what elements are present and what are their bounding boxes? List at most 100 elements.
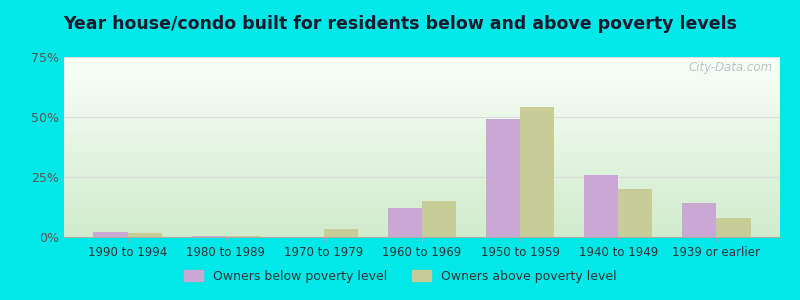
Bar <box>324 229 358 237</box>
Legend: Owners below poverty level, Owners above poverty level: Owners below poverty level, Owners above… <box>179 265 621 288</box>
Bar <box>64 208 780 210</box>
Bar <box>64 127 780 129</box>
Bar <box>64 152 780 154</box>
Bar <box>64 116 780 118</box>
Bar <box>64 115 780 116</box>
Bar <box>64 151 780 152</box>
Bar <box>64 118 780 120</box>
Bar <box>618 189 653 237</box>
Bar <box>64 199 780 201</box>
Bar <box>64 113 780 115</box>
Bar <box>226 236 260 237</box>
Bar <box>64 68 780 70</box>
Bar <box>64 93 780 95</box>
Bar <box>64 160 780 161</box>
Bar <box>64 100 780 102</box>
Bar <box>64 181 780 183</box>
Bar <box>64 89 780 91</box>
Bar <box>64 147 780 149</box>
Bar <box>64 176 780 178</box>
Text: City-Data.com: City-Data.com <box>689 61 773 74</box>
Bar <box>64 66 780 68</box>
Bar <box>64 86 780 88</box>
Bar <box>520 107 554 237</box>
Bar <box>64 174 780 176</box>
Bar <box>64 104 780 106</box>
Bar <box>682 203 716 237</box>
Bar <box>64 111 780 113</box>
Bar <box>422 201 456 237</box>
Text: Year house/condo built for residents below and above poverty levels: Year house/condo built for residents bel… <box>63 15 737 33</box>
Bar <box>64 214 780 215</box>
Bar <box>716 218 750 237</box>
Bar <box>64 179 780 181</box>
Bar <box>64 57 780 59</box>
Bar <box>64 140 780 142</box>
Bar <box>64 134 780 136</box>
Bar <box>64 95 780 97</box>
Bar <box>64 158 780 160</box>
Bar <box>64 102 780 104</box>
Bar <box>64 235 780 237</box>
Bar <box>64 185 780 187</box>
Bar <box>64 98 780 100</box>
Bar <box>64 156 780 158</box>
Bar <box>64 82 780 84</box>
Bar <box>64 149 780 151</box>
Bar <box>64 217 780 219</box>
Bar <box>64 59 780 61</box>
Bar <box>64 226 780 228</box>
Bar <box>64 170 780 172</box>
Bar <box>64 161 780 163</box>
Bar <box>64 192 780 194</box>
Bar <box>64 188 780 190</box>
Bar <box>64 205 780 206</box>
Bar <box>64 230 780 232</box>
Bar <box>64 196 780 197</box>
Bar <box>64 187 780 188</box>
Bar <box>64 64 780 66</box>
Bar <box>64 120 780 122</box>
Bar <box>64 88 780 89</box>
Bar <box>64 62 780 64</box>
Bar <box>64 232 780 233</box>
Bar <box>64 178 780 179</box>
Bar <box>64 131 780 133</box>
Bar <box>94 232 128 237</box>
Bar <box>64 129 780 131</box>
Bar <box>64 228 780 230</box>
Bar <box>64 206 780 208</box>
Bar <box>64 97 780 98</box>
Bar <box>64 169 780 170</box>
Bar <box>64 77 780 79</box>
Bar <box>64 197 780 199</box>
Bar <box>64 124 780 125</box>
Bar <box>64 136 780 138</box>
Bar <box>64 143 780 145</box>
Bar <box>388 208 422 237</box>
Bar <box>64 122 780 124</box>
Bar <box>64 133 780 134</box>
Bar <box>64 138 780 140</box>
Bar <box>64 80 780 82</box>
Bar <box>64 125 780 127</box>
Bar <box>64 215 780 217</box>
Bar <box>64 224 780 226</box>
Bar <box>64 109 780 111</box>
Bar <box>64 194 780 196</box>
Bar <box>64 84 780 86</box>
Bar <box>64 172 780 174</box>
Bar <box>64 210 780 212</box>
Bar <box>64 61 780 62</box>
Bar <box>64 106 780 107</box>
Bar <box>64 142 780 143</box>
Bar <box>64 107 780 109</box>
Bar <box>64 212 780 214</box>
Bar <box>64 73 780 75</box>
Bar <box>64 203 780 205</box>
Bar <box>64 91 780 93</box>
Bar <box>64 219 780 221</box>
Bar <box>128 233 162 237</box>
Bar <box>64 154 780 156</box>
Bar <box>64 223 780 224</box>
